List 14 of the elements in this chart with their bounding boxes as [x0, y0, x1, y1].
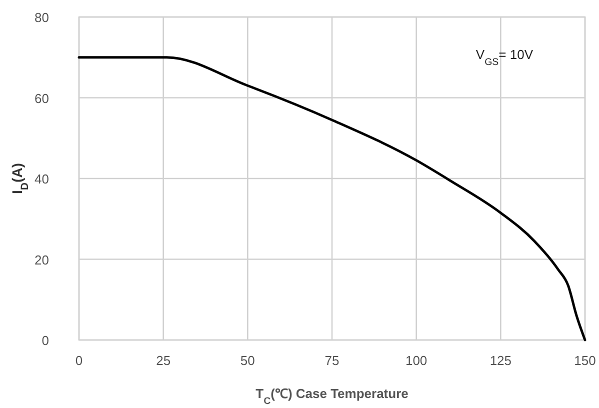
x-tick-label: 100 — [405, 353, 428, 368]
y-tick-label: 40 — [34, 172, 49, 186]
y-tick-label: 80 — [34, 10, 49, 25]
y-tick-label: 60 — [34, 90, 49, 106]
x-tick-label: 150 — [574, 353, 596, 368]
x-tick-label: 125 — [490, 353, 512, 368]
x-axis-title: T$_{C}$(℃) Case Temperature — [256, 386, 408, 406]
x-tick-label: 50 — [240, 353, 255, 368]
y-tick-label: 0 — [42, 333, 49, 348]
y-tick-label: 20 — [34, 252, 49, 268]
x-tick-label: 75 — [324, 353, 340, 368]
x-tick-label: 25 — [156, 353, 171, 368]
x-tick-label: 0 — [75, 353, 83, 368]
annotation: V$_{GS}$= 10V — [476, 47, 534, 68]
